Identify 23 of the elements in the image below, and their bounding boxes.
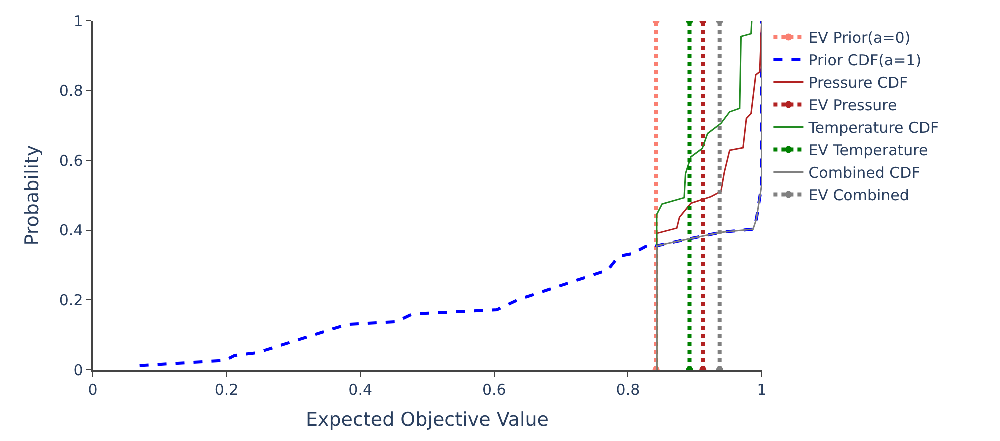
y-tick-label: 0.6 — [59, 152, 84, 170]
legend-label: Combined CDF — [808, 164, 920, 182]
y-tick-label: 0.2 — [59, 291, 84, 310]
legend-label: Prior CDF(a=1) — [808, 52, 922, 70]
x-tick-label: 0.2 — [214, 380, 239, 399]
y-axis-title: Probability — [22, 145, 44, 246]
legend-label: EV Temperature — [808, 142, 928, 160]
x-tick-label: 0 — [88, 380, 98, 399]
x-tick-label: 0.6 — [482, 380, 506, 399]
legend-label: Temperature CDF — [808, 119, 940, 138]
legend-label: Pressure CDF — [808, 74, 908, 92]
x-tick-label: 1 — [757, 380, 767, 399]
x-axis-title: Expected Objective Value — [306, 409, 549, 432]
legend-label: EV Pressure — [808, 96, 898, 115]
y-tick-label: 1 — [74, 12, 84, 30]
y-tick-label: 0 — [74, 361, 84, 380]
legend-label: EV Combined — [808, 186, 910, 205]
x-tick-label: 0.4 — [348, 380, 373, 399]
y-tick-label: 0.8 — [59, 82, 84, 100]
legend-label: EV Prior(a=0) — [808, 29, 911, 48]
x-tick-label: 0.8 — [616, 380, 640, 399]
line-series — [138, 21, 762, 368]
y-tick-label: 0.4 — [59, 222, 84, 240]
